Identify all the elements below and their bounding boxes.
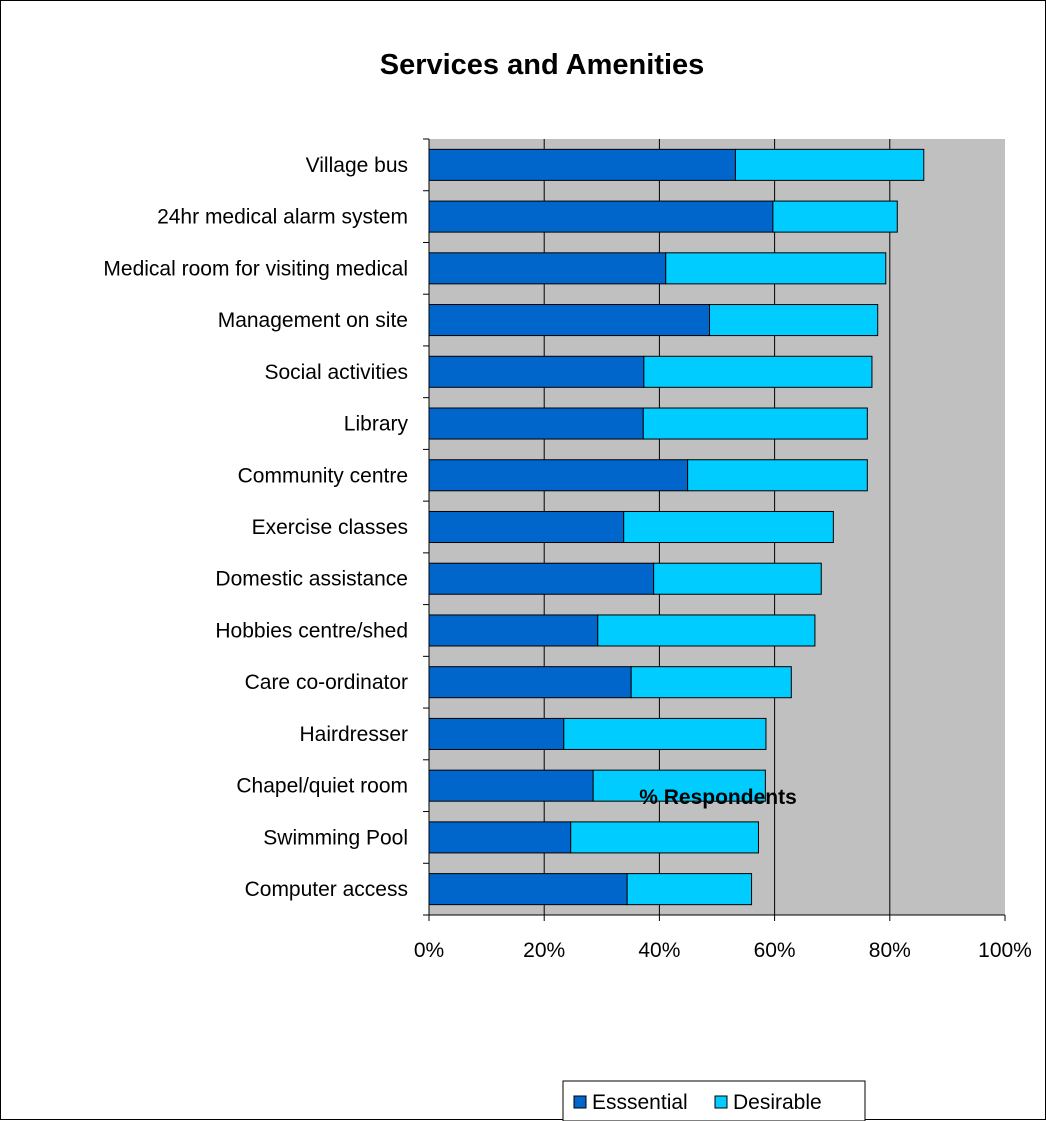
category-label: Hairdresser (299, 723, 408, 746)
legend-label-essential: Esssential (592, 1091, 688, 1114)
bar-essential (428, 821, 572, 854)
bar-essential (428, 873, 628, 906)
legend-swatch-essential (573, 1095, 587, 1109)
bar-desirable (563, 717, 767, 750)
x-tick-labels: 0% 20% 40% 60% 80% 100% (414, 939, 1032, 962)
category-label: Medical room for visiting medical (103, 257, 408, 280)
bar-desirable (630, 666, 792, 699)
category-label: Domestic assistance (215, 568, 408, 591)
bar-desirable (709, 304, 879, 337)
plot-area (423, 138, 1006, 921)
category-label: Management on site (218, 309, 408, 332)
bar-desirable (623, 510, 834, 544)
bar-desirable (665, 252, 887, 285)
legend-swatch-desirable (714, 1095, 728, 1109)
category-label: Chapel/quiet room (236, 775, 408, 798)
bar-desirable (570, 821, 759, 854)
x-tick-label: 100% (978, 939, 1032, 962)
bar-essential (428, 769, 594, 802)
x-tick-label: 60% (754, 939, 796, 962)
bar-essential (428, 200, 774, 233)
bar-desirable (734, 148, 925, 181)
chart-title: Services and Amenities (380, 49, 705, 81)
category-label: Care co-ordinator (245, 671, 408, 694)
x-tick-label: 20% (523, 939, 565, 962)
bar-essential (428, 148, 736, 181)
bar-desirable (772, 200, 898, 233)
category-label: Social activities (264, 361, 408, 384)
bar-essential (428, 459, 689, 492)
category-label: Community centre (238, 464, 408, 487)
legend-label-desirable: Desirable (733, 1091, 822, 1114)
category-label: Swimming Pool (263, 826, 408, 849)
category-label: Hobbies centre/shed (215, 619, 408, 642)
x-tick-label: 40% (638, 939, 680, 962)
category-label: 24hr medical alarm system (157, 206, 408, 229)
x-tick-label: 0% (414, 939, 444, 962)
category-label: Computer access (245, 878, 408, 901)
bar-desirable (643, 355, 873, 388)
bar-essential (428, 252, 667, 285)
legend-box (562, 1080, 866, 1121)
bar-essential (428, 562, 655, 595)
bar-desirable (642, 407, 868, 440)
category-label: Village bus (306, 154, 408, 177)
legend: Esssential Desirable (562, 1080, 866, 1121)
bar-desirable (687, 459, 868, 492)
category-label: Exercise classes (252, 516, 408, 539)
x-axis-title: % Respondents (639, 786, 797, 809)
bar-desirable (653, 562, 822, 595)
bar-desirable (597, 614, 816, 647)
bar-essential (428, 355, 645, 388)
x-tick-label: 80% (869, 939, 911, 962)
bar-desirable (626, 873, 753, 906)
category-label: Library (344, 413, 409, 436)
bar-essential (428, 717, 565, 750)
bar-essential (428, 304, 711, 337)
category-labels: Village bus 24hr medical alarm system Medi… (103, 154, 408, 901)
bar-essential (428, 510, 625, 544)
bar-essential (428, 614, 599, 647)
bar-essential (428, 407, 644, 440)
bar-desirable (592, 769, 766, 802)
bar-essential (428, 666, 632, 699)
